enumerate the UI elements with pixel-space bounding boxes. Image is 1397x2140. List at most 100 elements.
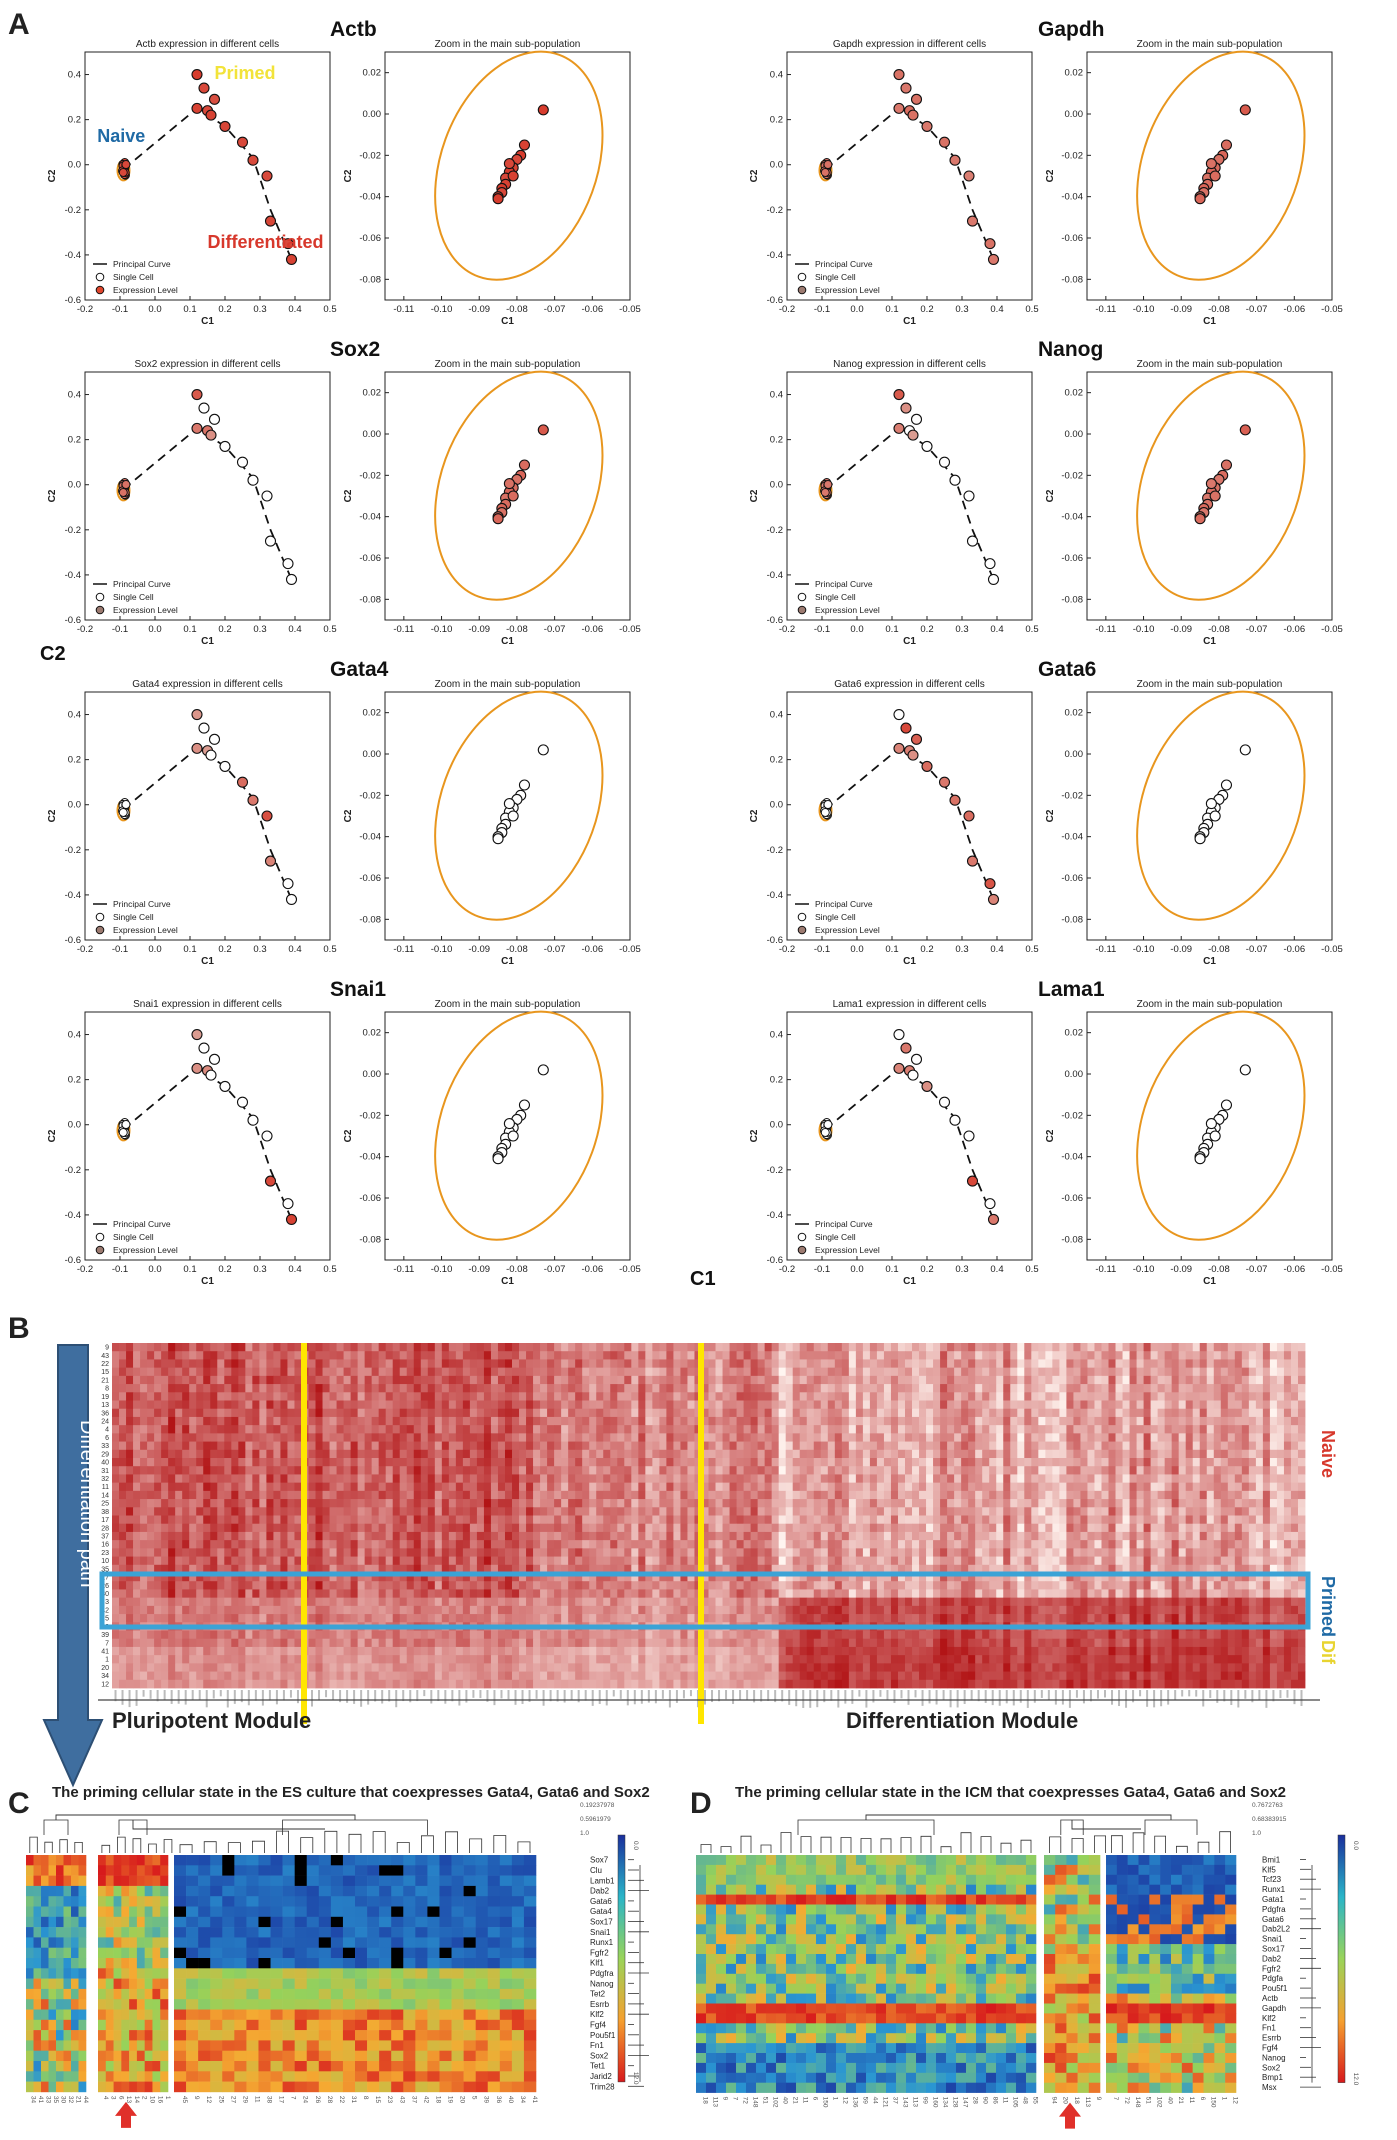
heatmap-cell (1080, 1458, 1088, 1467)
heatmap-cell (476, 1359, 485, 1369)
heatmap-cell (196, 1416, 204, 1426)
heatmap-cell (126, 1367, 134, 1377)
heatmap-cell (1136, 1416, 1144, 1426)
heatmap-cell (231, 1416, 239, 1426)
heatmap-cell (1255, 1515, 1264, 1525)
heatmap-cell (441, 1416, 450, 1426)
heatmap-cell (476, 1499, 485, 1508)
heatmap-cell (161, 1425, 169, 1434)
heatmap-cell (919, 1515, 927, 1525)
heatmap-cell (890, 1499, 899, 1508)
heatmap-cell (280, 1359, 288, 1369)
heatmap-cell (469, 1400, 478, 1410)
heatmap-cell (294, 1408, 302, 1418)
heatmap-cell (196, 1375, 204, 1385)
heatmap-cell (512, 1343, 520, 1352)
heatmap-cell (1276, 1482, 1285, 1492)
heatmap-cell (589, 1531, 597, 1541)
heatmap-cell (266, 1482, 274, 1492)
heatmap-cell (1101, 1507, 1109, 1516)
heatmap-cell (996, 1499, 1004, 1508)
heatmap-cell (1164, 1474, 1173, 1484)
heatmap-cell (322, 1531, 330, 1541)
heatmap-cell (287, 1515, 295, 1525)
heatmap-cell (645, 1351, 653, 1360)
heatmap-cell (855, 1375, 864, 1385)
heatmap-cell (280, 1458, 288, 1467)
heatmap-cell (862, 1416, 871, 1426)
heatmap-cell (238, 1515, 246, 1525)
heatmap-cell (1213, 1351, 1222, 1360)
cell-point (966, 1175, 979, 1187)
heatmap-cell (147, 1367, 155, 1377)
heatmap-cell (820, 1408, 829, 1418)
heatmap-cell (168, 1425, 176, 1434)
heatmap-cell (575, 1458, 583, 1467)
y-tick-label: -0.2 (65, 845, 81, 856)
heatmap-cell (1143, 1482, 1152, 1492)
heatmap-cell (750, 1531, 759, 1541)
heatmap-cell (266, 1474, 274, 1484)
heatmap-cell (869, 1441, 878, 1451)
heatmap-cell (455, 1343, 464, 1352)
heatmap-cell (406, 1482, 415, 1492)
zoom-cell-point (1205, 158, 1217, 170)
heatmap-cell (385, 1425, 394, 1434)
heatmap-cell (168, 1359, 176, 1369)
heatmap-cell (483, 1515, 492, 1525)
heatmap-cell (603, 1408, 611, 1418)
heatmap-cell (420, 1490, 429, 1500)
heatmap-cell (413, 1458, 422, 1467)
heatmap-cell (736, 1507, 744, 1516)
heatmap-cell (469, 1433, 478, 1442)
heatmap-cell (1122, 1482, 1130, 1492)
heatmap-cell (561, 1384, 569, 1393)
heatmap-cell (217, 1343, 225, 1352)
heatmap-cell (1059, 1474, 1067, 1484)
heatmap-cell (519, 1441, 527, 1451)
heatmap-cell (245, 1449, 253, 1459)
heatmap-cell (582, 1433, 590, 1442)
heatmap-cell (610, 1351, 618, 1360)
heatmap-cell (1038, 1482, 1046, 1492)
heatmap-cell (968, 1343, 976, 1352)
heatmap-cell (238, 1343, 246, 1352)
heatmap-cell (175, 1425, 183, 1434)
heatmap-cell (806, 1400, 815, 1410)
heatmap-cell (869, 1499, 878, 1508)
heatmap-cell (504, 1408, 513, 1418)
heatmap-cell (813, 1384, 822, 1393)
heatmap-cell (133, 1425, 141, 1434)
heatmap-cell (813, 1408, 822, 1418)
heatmap-cell (687, 1416, 695, 1426)
heatmap-cell (589, 1515, 597, 1525)
heatmap-cell (666, 1523, 674, 1533)
y-tick-label: 0.4 (770, 1030, 783, 1041)
heatmap-cell (231, 1375, 239, 1385)
heatmap-cell (862, 1523, 871, 1533)
heatmap-cell (1227, 1531, 1236, 1541)
heatmap-cell (989, 1433, 997, 1442)
x-tick-label: -0.07 (544, 1264, 566, 1275)
heatmap-cell (343, 1367, 351, 1377)
heatmap-cell (245, 1392, 253, 1401)
heatmap-cell (764, 1507, 773, 1516)
heatmap-cell (1143, 1474, 1152, 1484)
heatmap-cell (666, 1359, 674, 1369)
heatmap-cell (483, 1466, 492, 1475)
heatmap-cell (652, 1384, 660, 1393)
cell-point (282, 238, 294, 250)
heatmap-cell (589, 1458, 597, 1467)
x-tick-label: 0.4 (990, 624, 1003, 635)
heatmap-cell (687, 1433, 695, 1442)
heatmap-cell (1171, 1499, 1180, 1508)
heatmap-cell (589, 1490, 597, 1500)
heatmap-cell (175, 1499, 183, 1508)
heatmap-cell (729, 1490, 737, 1500)
heatmap-cell (624, 1392, 632, 1401)
heatmap-cell (1017, 1408, 1025, 1418)
heatmap-cell (1185, 1425, 1194, 1434)
heatmap-cell (519, 1490, 527, 1500)
heatmap-cell (420, 1458, 429, 1467)
heatmap-cell (266, 1343, 274, 1352)
